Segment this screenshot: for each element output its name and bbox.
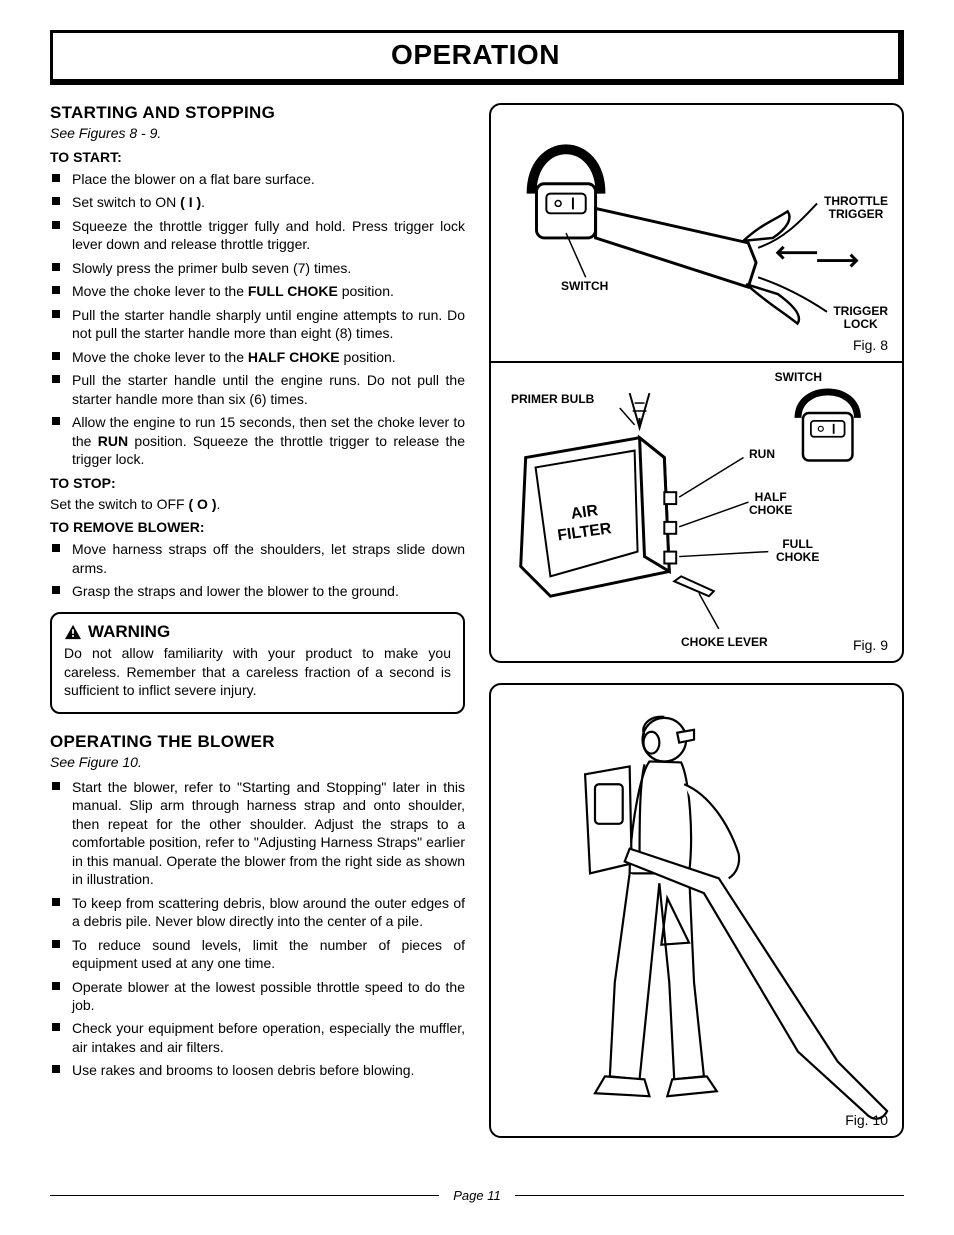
text-bold: FULL CHOKE — [248, 283, 338, 299]
list-item: Use rakes and brooms to loosen debris be… — [50, 1061, 465, 1079]
figure-9-illustration: AIR FILTER — [491, 363, 902, 661]
figure-reference-1: See Figures 8 - 9. — [50, 125, 465, 141]
figure-8: SWITCH THROTTLE TRIGGER TRIGGER LOCK Fig… — [489, 103, 904, 363]
text: Set switch to ON — [72, 194, 180, 210]
to-remove-label: TO REMOVE BLOWER: — [50, 519, 465, 535]
warning-triangle-icon — [64, 624, 82, 640]
text-bold: RUN — [98, 433, 128, 449]
footer-rule-left — [50, 1195, 439, 1196]
list-item: Allow the engine to run 15 seconds, then… — [50, 413, 465, 468]
list-item: Check your equipment before operation, e… — [50, 1019, 465, 1056]
callout-switch: SWITCH — [561, 280, 608, 293]
list-item: Pull the starter handle until the engine… — [50, 371, 465, 408]
page-title: OPERATION — [50, 30, 904, 85]
warning-title: WARNING — [88, 622, 170, 642]
left-column: STARTING AND STOPPING See Figures 8 - 9.… — [50, 103, 465, 1158]
to-start-label: TO START: — [50, 149, 465, 165]
figure-8-label: Fig. 8 — [853, 337, 888, 353]
list-item: Operate blower at the lowest possible th… — [50, 978, 465, 1015]
list-item: Place the blower on a flat bare surface. — [50, 170, 465, 188]
text: . — [201, 194, 205, 210]
to-stop-label: TO STOP: — [50, 475, 465, 491]
list-item: Move harness straps off the shoulders, l… — [50, 540, 465, 577]
callout-full-choke: FULL CHOKE — [776, 538, 819, 564]
list-item: To reduce sound levels, limit the number… — [50, 936, 465, 973]
text-bold: HALF CHOKE — [248, 349, 340, 365]
text: position. — [340, 349, 396, 365]
figure-10: Fig. 10 — [489, 683, 904, 1138]
callout-trigger-lock: TRIGGER LOCK — [833, 305, 888, 331]
list-item: Slowly press the primer bulb seven (7) t… — [50, 259, 465, 277]
start-list: Place the blower on a flat bare surface.… — [50, 170, 465, 469]
footer-rule-right — [515, 1195, 904, 1196]
warning-body: Do not allow familiarity with your produ… — [64, 644, 451, 699]
figure-reference-2: See Figure 10. — [50, 754, 465, 770]
page-footer: Page 11 — [50, 1188, 904, 1203]
list-item: To keep from scattering debris, blow aro… — [50, 894, 465, 931]
page-number: Page 11 — [439, 1188, 514, 1203]
figure-10-label: Fig. 10 — [845, 1112, 888, 1128]
text: . — [217, 496, 221, 512]
stop-text: Set the switch to OFF ( O ). — [50, 495, 465, 513]
callout-switch-2: SWITCH — [775, 371, 822, 384]
content-columns: STARTING AND STOPPING See Figures 8 - 9.… — [50, 103, 904, 1158]
text: Move the choke lever to the — [72, 349, 248, 365]
text: Set the switch to OFF — [50, 496, 189, 512]
text: Move the choke lever to the — [72, 283, 248, 299]
text-bold: ( O ) — [189, 496, 217, 512]
list-item: Move the choke lever to the FULL CHOKE p… — [50, 282, 465, 300]
figure-9-label: Fig. 9 — [853, 637, 888, 653]
right-column: SWITCH THROTTLE TRIGGER TRIGGER LOCK Fig… — [489, 103, 904, 1158]
figure-10-illustration — [491, 685, 902, 1136]
callout-half-choke: HALF CHOKE — [749, 491, 792, 517]
callout-primer-bulb: PRIMER BULB — [511, 393, 594, 406]
warning-heading: WARNING — [64, 622, 451, 642]
list-item: Squeeze the throttle trigger fully and h… — [50, 217, 465, 254]
section-heading-starting: STARTING AND STOPPING — [50, 103, 465, 123]
text: position. Squeeze the throttle trigger t… — [72, 433, 465, 467]
list-item: Move the choke lever to the HALF CHOKE p… — [50, 348, 465, 366]
text: position. — [338, 283, 394, 299]
section-heading-operating: OPERATING THE BLOWER — [50, 732, 465, 752]
warning-box: WARNING Do not allow familiarity with yo… — [50, 612, 465, 713]
callout-throttle-trigger: THROTTLE TRIGGER — [824, 195, 888, 221]
text-bold: ( I ) — [180, 194, 201, 210]
callout-run: RUN — [749, 448, 775, 461]
list-item: Pull the starter handle sharply until en… — [50, 306, 465, 343]
list-item: Grasp the straps and lower the blower to… — [50, 582, 465, 600]
list-item: Start the blower, refer to "Starting and… — [50, 778, 465, 889]
list-item: Set switch to ON ( I ). — [50, 193, 465, 211]
callout-choke-lever: CHOKE LEVER — [681, 636, 768, 649]
remove-list: Move harness straps off the shoulders, l… — [50, 540, 465, 600]
operating-list: Start the blower, refer to "Starting and… — [50, 778, 465, 1080]
figure-9: AIR FILTER PRIMER BULB SWITCH RUN HALF C… — [489, 363, 904, 663]
